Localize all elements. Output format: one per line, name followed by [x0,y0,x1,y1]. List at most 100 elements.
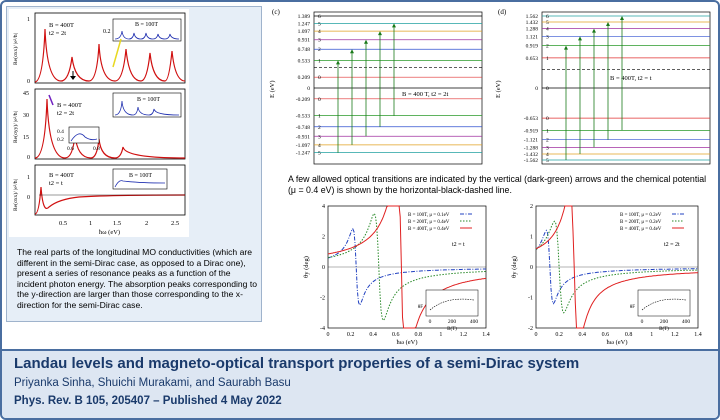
y-axis-label: θy (deg) [511,256,518,278]
level-value: 0 [307,86,310,92]
level-index: 1 [546,128,549,134]
x-tick: 2 [145,220,148,227]
x-tick: 1 [89,220,92,227]
fig-c-ylabel: E (eV) [269,80,276,98]
x-axis-label: ħω (eV) [606,339,627,346]
y-tick-label: 4 [322,204,325,210]
x-tick-label: 1.2 [671,332,679,338]
level-value: 0.931 [298,38,311,44]
kerr-chart-t2-t: 0 0.2 0.4 0.6 0.8 1 1.2 1.4 4 2 0 -2 -4 ħω (eV) θy (de… [300,200,492,346]
level-value: -0.919 [524,128,538,134]
level-value: -1.121 [524,138,538,144]
p3-ytick: 0 [27,195,30,201]
transitions-caption: A few allowed optical transitions are in… [288,174,707,195]
x-tick-label: 1 [650,332,653,338]
x-tick-label: 0.2 [347,332,355,338]
x-tick-label: 0.6 [392,332,400,338]
level-value: -0.653 [524,116,538,122]
level-value: 1.247 [298,21,311,27]
level-value: -0.748 [296,125,310,131]
p2-ytick: 30 [23,113,29,119]
level-index: 3 [546,34,549,40]
arrow-head [350,49,354,54]
inset-x-tick: 0 [641,319,644,325]
footer-banner: Landau levels and magneto-optical transp… [2,349,718,418]
y-tick-label: 1 [530,235,533,241]
level-index: 4 [318,29,321,35]
inset-y-label: θF [418,305,423,310]
level-index: 0 [318,75,321,81]
fig-c-annotation: B = 400 T, t2 = 2t [402,91,448,98]
x-tick-label: 1 [439,332,442,338]
level-value: 1.432 [526,20,539,26]
level-value: -0.931 [296,134,310,140]
level-value: 1.389 [298,14,311,20]
fig-d-annotation: B = 400T, t2 = t [610,75,652,82]
left-caption: The real parts of the longitudinal MO co… [17,247,257,310]
level-index: 0 [318,97,321,103]
inset-x-tick: 400 [470,319,479,325]
level-index: 2 [318,47,321,53]
arrow-head [336,60,340,65]
p2-label1: B = 400T [57,102,82,109]
series-line [535,229,698,305]
level-value: -0.209 [296,97,310,103]
p2-label2: t2 = 2t [57,110,74,117]
x-tick-label: 0.2 [555,332,563,338]
fig-d-tag: (d) [498,8,507,16]
level-value: -1.247 [296,151,310,157]
y-axis-label: θy (deg) [303,256,310,278]
x-tick: 0.5 [59,220,67,227]
level-index: 3 [546,145,549,151]
inset-x-tick: 0 [429,319,432,325]
level-index: 6 [546,14,549,20]
p2-inset-label: B = 100T [137,97,160,103]
level-index: 4 [318,143,321,149]
conductivity-svg: B = 400T t2 = 2t B = 100T 0.2 1 0 Re(σxx… [12,12,186,236]
level-value: -1.432 [524,152,538,158]
level-value: 1.288 [526,27,539,33]
inset-x-tick: 200 [660,319,669,325]
x-tick: 2.5 [171,220,179,227]
level-index: 5 [318,21,321,27]
level-index: 2 [546,44,549,50]
legend-entry: B = 200T, μ = 0.2eV [620,220,662,225]
level-index: 4 [546,152,549,158]
y-tick-label: -2 [320,296,325,302]
p2-inset-tick: 0.6 [67,146,74,152]
level-index: 0 [546,116,549,122]
level-value: -1.097 [296,143,310,149]
p2-inset-tick: 0.4 [57,129,64,135]
paper-authors: Priyanka Sinha, Shuichi Murakami, and Sa… [14,377,291,389]
p2-inset-tick: 0.8 [93,146,100,152]
arrow-head [364,39,368,44]
level-value: 1.097 [298,29,311,35]
y-tick-label: -2 [528,326,533,332]
legend-entry: B = 100T, μ = 0.2eV [620,213,662,218]
p1-inset-tick: 0.2 [103,29,111,35]
level-value: 0.748 [298,47,311,53]
level-index: 2 [546,138,549,144]
p1-inset-label: B = 100T [135,22,158,28]
level-value: 1.562 [526,14,539,20]
level-value: -1.288 [524,145,538,151]
level-index: 6 [318,14,321,20]
x-tick-label: 0.8 [625,332,633,338]
legend-entry: B = 100T, μ = 0.1eV [408,213,450,218]
level-index: 2 [318,125,321,131]
level-value: -1.562 [524,158,538,164]
level-value: 0.919 [526,44,539,50]
level-index: 1 [318,114,321,120]
chart-annotation: t2 = t [452,242,465,248]
arrow-head [592,28,596,33]
legend-entry: B = 400T, μ = 0.4eV [620,227,662,232]
arrow-head [392,23,396,28]
arrow-head [620,16,624,20]
p2-ylabel: Re(σyy)/ |e²/ħ| [12,111,19,143]
p1-ytick: 0 [27,79,30,85]
arrow-head [606,21,610,26]
level-index: 5 [318,151,321,157]
x-axis-label: ħω (eV) [396,339,417,346]
paper-title: Landau levels and magneto-optical transp… [14,355,580,372]
